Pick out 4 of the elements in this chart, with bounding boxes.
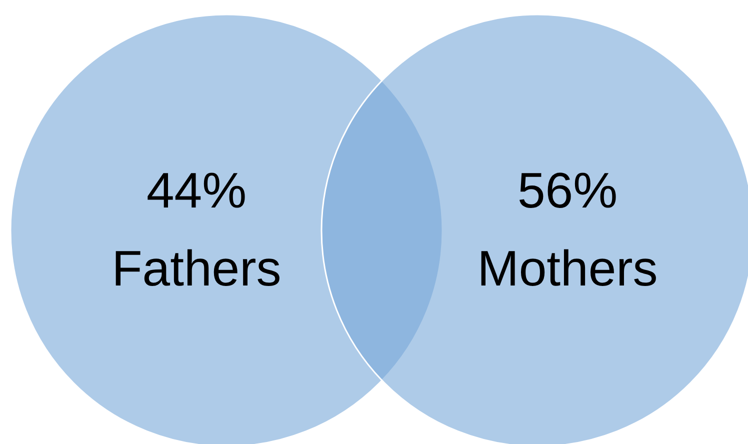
data-label: 44% bbox=[146, 162, 247, 218]
data-label: 56% bbox=[517, 162, 618, 218]
category-label: Mothers bbox=[477, 240, 658, 296]
category-label: Fathers bbox=[112, 240, 282, 296]
